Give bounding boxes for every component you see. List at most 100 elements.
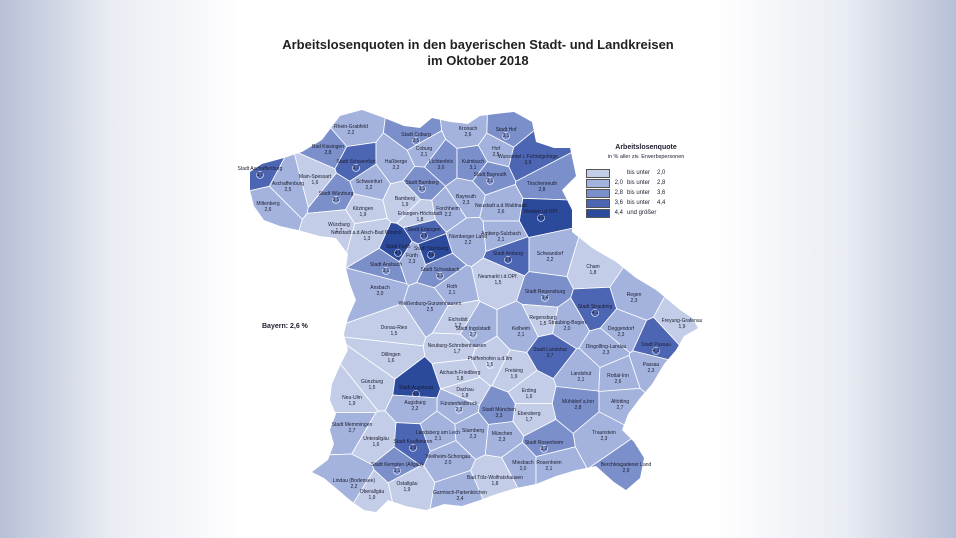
district-label: Augsburg 2,2 (404, 400, 426, 412)
district-value: 2,9 (623, 468, 630, 474)
district-value: 2,2 (412, 406, 419, 412)
city-district-marker (502, 132, 510, 140)
district-label: Dingolfing-Landau 2,3 (586, 344, 627, 356)
district-label: Stadt Regensburg 3,4 (525, 289, 566, 301)
district-value: 1,3 (364, 236, 371, 242)
district-name: Bayreuth (456, 194, 476, 200)
legend-swatch (586, 188, 610, 198)
district-name: Dachau (456, 387, 473, 393)
district-name: Bad Tölz-Wolfratshausen (467, 475, 523, 481)
city-district-marker (537, 214, 545, 222)
district-name: Stadt Bamberg (405, 180, 439, 186)
district-value: 2,7 (470, 332, 477, 338)
district-value: 1,9 (511, 374, 518, 380)
district-name: Schweinfurt (356, 179, 383, 185)
district-name: Stadt Rosenheim (525, 440, 563, 446)
map-title-line1: Arbeitslosenquoten in den bayerischen St… (282, 37, 674, 52)
district-label: Stadt Rosenheim 3,2 (525, 440, 563, 452)
legend-rows: bis unter 2,0 2,0 bis unter 2,8 2,8 bis unter 3… (586, 168, 706, 218)
district-value: 1,8 (590, 270, 597, 276)
district-label: Stadt Passau 4,3 (641, 342, 671, 354)
district-name: Wunsiedel i. Fichtelgebirge (498, 154, 558, 160)
district-value: 1,6 (373, 442, 380, 448)
district-name: Stadt Passau (641, 342, 671, 348)
district-name: Traunstein (592, 430, 616, 436)
district-label: Regensburg 1,5 (529, 315, 556, 327)
district-value: 1,6 (526, 394, 533, 400)
map-legend: Arbeitslosenquote in % aller ziv. Erwerb… (586, 144, 706, 218)
city-district-marker (652, 347, 660, 355)
district-value: 3,1 (503, 133, 510, 139)
district-value: 2,3 (499, 437, 506, 443)
city-district-marker (420, 232, 428, 240)
district-value: 2,3 (601, 436, 608, 442)
district-label: Dachau 1,8 (456, 387, 473, 399)
district-label: Deggendorf 2,3 (608, 326, 635, 338)
city-district-marker (412, 137, 420, 145)
district-value: 3,9 (525, 160, 532, 166)
district-name: Landshut (571, 371, 592, 377)
city-district-marker (382, 267, 390, 275)
district-label: Neuburg-Schrobenhausen 1,7 (428, 343, 487, 355)
city-district-marker (256, 171, 264, 179)
district-value: 2,6 (265, 207, 272, 213)
district-name: Stadt Aschaffenburg (238, 166, 283, 172)
district-value: 4,1 (592, 310, 599, 316)
district-value: 2,3 (603, 350, 610, 356)
legend-subtitle: in % aller ziv. Erwerbspersonen (607, 154, 685, 160)
district-name: Lichtenfels (429, 159, 453, 165)
map-title: Arbeitslosenquoten in den bayerischen St… (236, 37, 720, 69)
district-name: Stadt Ingolstadt (456, 326, 491, 332)
district-region (250, 453, 375, 512)
district-name: Stadt Fürth (386, 244, 411, 250)
district-name: Fürstenfeldbruck (440, 401, 478, 407)
district-value: 1,7 (454, 349, 461, 355)
district-name: Kulmbach (462, 159, 484, 165)
district-name: Unterallgäu (363, 436, 389, 442)
district-value: 3,7 (547, 353, 554, 359)
district-value: 2,8 (539, 187, 546, 193)
district-label: Stadt Nürnberg 4,6 (414, 246, 448, 258)
district-value: 2,3 (618, 332, 625, 338)
district-value: 2,0 (445, 460, 452, 466)
district-label: Stadt Ingolstadt 2,7 (456, 326, 491, 338)
district-label: Eichstätt 1,2 (448, 317, 468, 329)
district-value: 2,1 (578, 377, 585, 383)
city-district-marker (486, 361, 494, 369)
district-label: Weilheim-Schongau 2,0 (426, 454, 471, 466)
district-name: Lindau (Bodensee) (333, 478, 376, 484)
district-label: Schweinfurt 2,2 (356, 179, 383, 191)
district-name: Weiden i.d.OPf. (524, 209, 559, 215)
district-name: Cham (586, 264, 599, 270)
district-value: 2,3 (631, 298, 638, 304)
district-label: Stadt Aschaffenburg 3,7 (238, 166, 283, 178)
district-value: 2,2 (366, 185, 373, 191)
district-name: Ansbach (370, 285, 390, 291)
district-label: Hof 2,5 (492, 146, 500, 158)
district-name: Stadt Kempten (Allgäu) (371, 462, 423, 468)
district-name: Stadt Augsburg (399, 385, 433, 391)
district-value: 2,4 (457, 496, 464, 502)
city-district-marker (393, 467, 401, 475)
district-label: Haßberge 2,2 (385, 159, 407, 171)
legend-lower-bound: 3,6 (614, 200, 623, 206)
district-value: 3,8 (421, 233, 428, 239)
district-value: 1,6 (388, 358, 395, 364)
district-label: Forchheim 2,2 (436, 206, 460, 218)
district-label: Ebersberg 1,7 (517, 411, 540, 423)
district-name: Haßberge (385, 159, 407, 165)
district-value: 1,8 (462, 393, 469, 399)
district-label: Freyung-Grafenau 1,9 (662, 318, 703, 330)
district-value: 2,2 (445, 212, 452, 218)
district-name: Tirschenreuth (527, 181, 558, 187)
legend-row: bis unter 2,0 (586, 168, 706, 178)
legend-upper-bound: 2,0 (657, 170, 666, 176)
district-name: Ebersberg (517, 411, 540, 417)
district-value: 2,3 (409, 259, 416, 265)
district-name: München (492, 431, 513, 437)
map-page: Arbeitslosenquoten in den bayerischen St… (236, 0, 720, 538)
district-value: 2,5 (285, 187, 292, 193)
district-value: 3,7 (257, 172, 264, 178)
